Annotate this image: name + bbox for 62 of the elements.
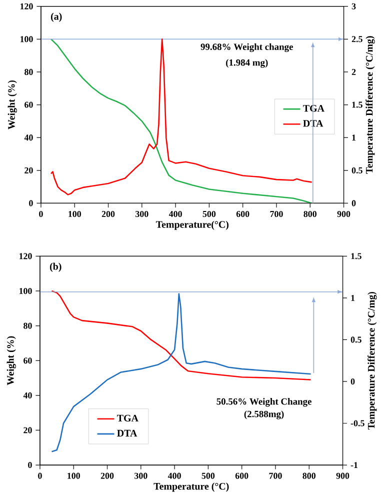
y-tick-label: 120: [20, 3, 33, 10]
y-axis-title: Weight (%): [6, 336, 16, 386]
x-tick-label: 400: [168, 472, 182, 479]
y2-tick-label: 0.5: [351, 336, 362, 343]
y2-tick-label: 1.5: [352, 102, 363, 108]
x-tick-label: 100: [68, 210, 82, 218]
x-tick-label: 900: [336, 472, 350, 479]
x-tick-label: 800: [302, 472, 316, 479]
y2-tick-label: 0: [351, 378, 355, 385]
y2-axis-title: Temperature Difference (°C/mg): [366, 36, 375, 174]
y-tick-label: 0: [28, 462, 32, 468]
y-tick-label: 0: [29, 200, 33, 206]
y2-tick-label: 0: [352, 200, 356, 206]
y2-tick-label: 0.5: [352, 167, 363, 174]
y2-tick-label: 3: [352, 3, 356, 10]
annotation: (1.984 mg): [226, 59, 268, 68]
y-tick-label: 100: [20, 36, 33, 42]
x-tick-label: 500: [202, 472, 215, 479]
y-tick-label: 20: [24, 427, 32, 434]
x-tick-label: 900: [337, 210, 350, 218]
y-tick-label: 80: [24, 322, 32, 329]
y-tick-label: 40: [24, 134, 33, 141]
y-axis-title: Weight (%): [8, 80, 18, 130]
x-tick-label: 300: [136, 210, 148, 218]
x-tick-label: 600: [236, 210, 250, 218]
y-tick-label: 100: [20, 288, 32, 294]
x-axis-title: Temperature (°C): [154, 482, 229, 492]
y-tick-label: 80: [24, 68, 33, 75]
x-tick-label: 0: [39, 210, 43, 218]
x-tick-label: 300: [134, 472, 148, 479]
x-tick-label: 100: [68, 472, 80, 479]
y2-tick-label: -0.5: [350, 420, 365, 426]
text: (a): [51, 12, 62, 22]
x-tick-label: 700: [270, 210, 283, 218]
x-tick-label: 700: [269, 472, 282, 479]
legend-label: DTA: [117, 430, 138, 436]
y2-tick-label: 1: [352, 134, 356, 141]
y2-tick-label: 2.5: [352, 36, 363, 42]
x-axis-title: Temperature(°C): [156, 220, 229, 230]
y2-tick-label: -1: [350, 462, 358, 468]
annotation: 99.68% Weight change: [200, 43, 294, 52]
x-tick-label: 400: [169, 210, 182, 218]
x-tick-label: 0: [38, 472, 42, 479]
x-tick-label: 200: [101, 472, 114, 479]
x-tick-label: 600: [236, 472, 248, 479]
legend-label: TGA: [303, 105, 325, 112]
y-tick-label: 60: [24, 102, 33, 108]
annotation: 50.56% Weight Change: [216, 398, 312, 407]
text: (b): [50, 262, 62, 272]
y2-tick-label: 2: [352, 68, 356, 75]
y2-axis-title: Temperature Difference (°C/mg): [368, 292, 377, 430]
legend-label: TGA: [117, 414, 139, 422]
y-tick-label: 60: [24, 358, 32, 364]
annotation: (2.588mg): [244, 410, 284, 420]
y2-tick-label: 1: [351, 294, 355, 301]
y-tick-label: 40: [23, 392, 32, 398]
x-tick-label: 500: [202, 210, 216, 218]
x-tick-label: 800: [304, 210, 317, 218]
y-tick-label: 120: [20, 253, 32, 260]
y-tick-label: 20: [24, 167, 33, 174]
x-tick-label: 200: [102, 210, 115, 218]
y2-tick-label: 1.5: [351, 253, 362, 260]
